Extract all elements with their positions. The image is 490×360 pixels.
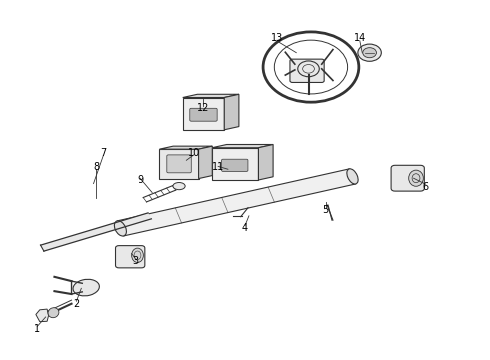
- FancyBboxPatch shape: [116, 246, 145, 268]
- Text: 8: 8: [93, 162, 99, 172]
- FancyBboxPatch shape: [391, 165, 424, 191]
- Polygon shape: [159, 146, 212, 149]
- Circle shape: [298, 61, 319, 77]
- Polygon shape: [183, 98, 224, 130]
- Polygon shape: [159, 149, 198, 179]
- FancyBboxPatch shape: [190, 108, 217, 121]
- Text: 6: 6: [423, 182, 429, 192]
- Polygon shape: [258, 144, 273, 180]
- Polygon shape: [41, 213, 151, 251]
- Ellipse shape: [132, 248, 144, 262]
- Polygon shape: [183, 94, 239, 98]
- Text: 1: 1: [34, 324, 40, 334]
- FancyBboxPatch shape: [290, 59, 324, 82]
- Ellipse shape: [409, 170, 423, 186]
- Text: 5: 5: [322, 206, 329, 216]
- Polygon shape: [117, 169, 356, 236]
- Polygon shape: [198, 146, 212, 179]
- Text: 10: 10: [188, 148, 200, 158]
- Text: 3: 3: [132, 256, 138, 266]
- Text: 14: 14: [354, 33, 366, 43]
- FancyBboxPatch shape: [167, 155, 191, 173]
- Ellipse shape: [114, 221, 126, 236]
- Text: 4: 4: [242, 224, 248, 233]
- Ellipse shape: [358, 44, 381, 61]
- FancyBboxPatch shape: [221, 159, 248, 171]
- Polygon shape: [224, 94, 239, 130]
- Text: 12: 12: [197, 103, 210, 113]
- Ellipse shape: [173, 183, 185, 190]
- Text: 13: 13: [270, 33, 283, 43]
- Ellipse shape: [363, 48, 376, 58]
- Ellipse shape: [48, 308, 59, 318]
- Text: 7: 7: [100, 148, 106, 158]
- Ellipse shape: [347, 169, 358, 184]
- Ellipse shape: [73, 279, 99, 296]
- Polygon shape: [212, 144, 273, 148]
- Text: 2: 2: [74, 299, 79, 309]
- Polygon shape: [36, 309, 49, 321]
- Text: 11: 11: [212, 162, 224, 172]
- Polygon shape: [212, 148, 258, 180]
- Text: 9: 9: [137, 175, 143, 185]
